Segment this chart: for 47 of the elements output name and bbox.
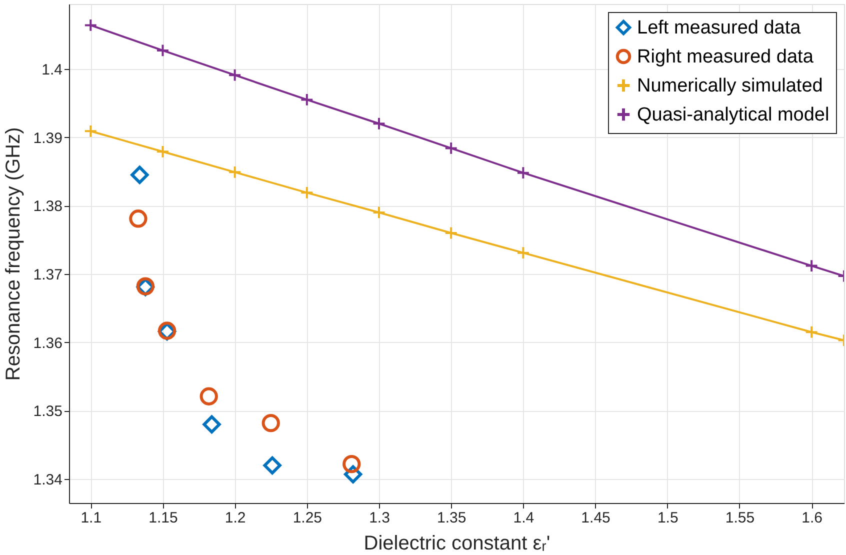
x-tick-label: 1.5 <box>657 510 678 526</box>
point <box>804 259 818 273</box>
point <box>372 116 386 130</box>
point <box>262 414 280 432</box>
y-axis-title: Resonance frequency (GHz) <box>2 127 24 381</box>
point <box>263 456 282 474</box>
point <box>444 226 458 240</box>
y-tick-label: 1.39 <box>33 130 62 147</box>
point <box>130 166 149 184</box>
y-tick-label: 1.4 <box>42 61 62 78</box>
point <box>444 142 458 155</box>
x-tick-label: 1.6 <box>802 510 822 526</box>
y-tick-label: 1.35 <box>33 403 62 420</box>
x-tick-label: 1.35 <box>436 510 466 526</box>
legend-label: Quasi-analytical model <box>637 104 830 126</box>
point <box>516 246 530 260</box>
x-tick-label: 1.15 <box>148 510 178 526</box>
x-axis-title: Dielectric constant εᵣ' <box>364 532 550 554</box>
legend-label: Right measured data <box>637 46 814 68</box>
y-tick-label: 1.34 <box>33 472 62 489</box>
legend-label: Left measured data <box>637 18 802 38</box>
point <box>804 325 818 339</box>
point <box>516 166 530 180</box>
x-tick-label: 1.4 <box>513 510 534 526</box>
point <box>156 44 170 58</box>
point <box>228 68 242 82</box>
point <box>129 210 148 228</box>
y-tick-label: 1.37 <box>33 266 62 284</box>
x-tick-label: 1.25 <box>292 510 322 526</box>
point <box>300 93 314 106</box>
x-tick-label: 1.45 <box>581 510 610 526</box>
point <box>342 454 361 474</box>
point <box>202 415 221 434</box>
x-tick-label: 1.3 <box>369 510 390 526</box>
point <box>228 165 242 179</box>
point <box>84 18 98 32</box>
point <box>156 144 170 158</box>
y-tick-label: 1.38 <box>33 198 62 216</box>
legend-label: Numerically simulated <box>637 76 823 96</box>
point <box>300 186 314 200</box>
point <box>200 387 218 406</box>
x-tick-label: 1.2 <box>224 510 246 526</box>
y-tick-label: 1.36 <box>33 334 62 352</box>
point <box>372 206 386 220</box>
x-tick-label: 1.1 <box>80 510 102 526</box>
point <box>84 124 98 138</box>
x-tick-label: 1.55 <box>725 510 755 526</box>
